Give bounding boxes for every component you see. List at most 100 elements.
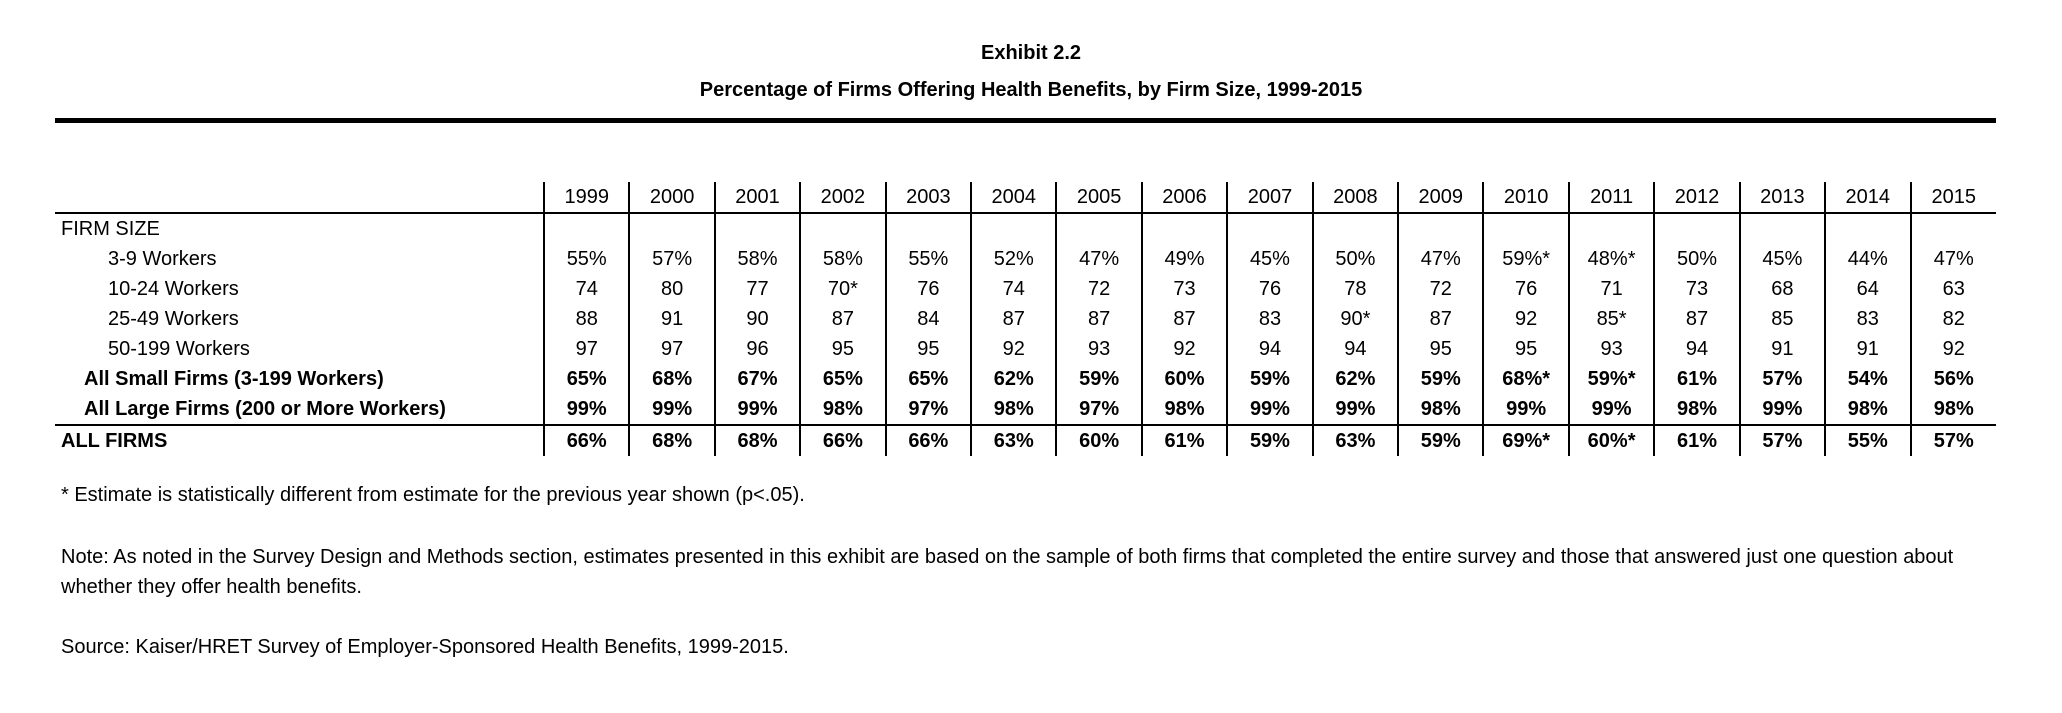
table-cell: 87 <box>1055 304 1142 334</box>
significance-footnote: * Estimate is statistically different fr… <box>61 484 805 506</box>
table-cell: 57% <box>1909 425 1996 456</box>
table-cell: 99% <box>628 394 715 426</box>
table-cell: 97% <box>1055 394 1142 426</box>
table-cell: 60%* <box>1567 425 1655 456</box>
table-cell: 76 <box>884 274 972 304</box>
table-cell: 58% <box>799 244 886 274</box>
table-cell: 55% <box>1824 425 1911 456</box>
year-header-2008: 2008 <box>1311 182 1399 214</box>
year-header-2009: 2009 <box>1397 182 1484 214</box>
table-cell: 73 <box>1140 274 1228 304</box>
table-cell: 94 <box>1311 334 1399 364</box>
table-cell: 50% <box>1311 244 1399 274</box>
table-cell: 98% <box>1140 394 1228 426</box>
row-label: All Small Firms (3-199 Workers) <box>84 368 384 390</box>
table-cell: 97% <box>884 394 972 426</box>
table-cell: 95 <box>799 334 886 364</box>
table-cell: 95 <box>1482 334 1569 364</box>
table-cell: 92 <box>1140 334 1228 364</box>
table-cell: 72 <box>1055 274 1142 304</box>
table-cell: 59% <box>1226 364 1313 394</box>
table-cell: 52% <box>970 244 1057 274</box>
table-cell: 47% <box>1055 244 1142 274</box>
year-header-2013: 2013 <box>1738 182 1826 214</box>
year-header-2003: 2003 <box>884 182 972 214</box>
table-cell: 99% <box>713 394 801 426</box>
year-header-2002: 2002 <box>799 182 886 214</box>
empty-cell <box>1738 213 1826 244</box>
table-cell: 59% <box>1055 364 1142 394</box>
table-cell: 93 <box>1567 334 1655 364</box>
empty-cell <box>1909 213 1996 244</box>
table-cell: 84 <box>884 304 972 334</box>
header-label-cell <box>55 182 544 214</box>
empty-cell <box>1653 213 1740 244</box>
empty-cell <box>884 213 972 244</box>
table-cell: 99% <box>1738 394 1826 426</box>
table-cell: 68% <box>713 425 801 456</box>
year-header-1999: 1999 <box>542 182 630 214</box>
table-cell: 57% <box>628 244 715 274</box>
table-cell: 78 <box>1311 274 1399 304</box>
year-header-2005: 2005 <box>1055 182 1142 214</box>
table-cell: 87 <box>799 304 886 334</box>
table-cell: 64 <box>1824 274 1911 304</box>
table-row: 50-199 Workers 97 97 96 95 95 92 93 92 94 94 95 95 93… <box>55 334 1996 364</box>
table-cell: 68% <box>628 425 715 456</box>
table-cell: 90* <box>1311 304 1399 334</box>
row-label: 50-199 Workers <box>108 338 250 360</box>
table-cell: 85 <box>1738 304 1826 334</box>
table-cell: 97 <box>542 334 630 364</box>
table-cell: 63 <box>1909 274 1996 304</box>
table-cell: 55% <box>884 244 972 274</box>
table-cell: 85* <box>1567 304 1655 334</box>
row-label: 25-49 Workers <box>108 308 239 330</box>
empty-cell <box>1824 213 1911 244</box>
table-cell: 88 <box>542 304 630 334</box>
benefits-table: 1999 2000 2001 2002 2003 2004 2005 2006 2007 2008… <box>55 182 1996 456</box>
table-cell: 73 <box>1653 274 1740 304</box>
empty-cell <box>628 213 715 244</box>
table-cell: 72 <box>1397 274 1484 304</box>
year-header-2014: 2014 <box>1824 182 1911 214</box>
table-cell: 48%* <box>1567 244 1655 274</box>
year-header-2012: 2012 <box>1653 182 1740 214</box>
table-cell: 47% <box>1397 244 1484 274</box>
year-header-2000: 2000 <box>628 182 715 214</box>
table-cell: 92 <box>1909 334 1996 364</box>
table-cell: 58% <box>713 244 801 274</box>
table-cell: 80 <box>628 274 715 304</box>
page-title: Percentage of Firms Offering Health Bene… <box>699 79 1363 101</box>
table-cell: 44% <box>1824 244 1911 274</box>
table-cell: 66% <box>542 425 630 456</box>
empty-cell <box>1055 213 1142 244</box>
row-label: All Large Firms (200 or More Workers) <box>55 394 544 426</box>
table-cell: 67% <box>713 364 801 394</box>
empty-cell <box>1311 213 1399 244</box>
year-header-row: 1999 2000 2001 2002 2003 2004 2005 2006 2007 2008… <box>55 182 1996 214</box>
section-row-firm-size: FIRM SIZE <box>55 213 1996 244</box>
table-cell: 76 <box>1482 274 1569 304</box>
table-cell: 87 <box>1140 304 1228 334</box>
table-body: FIRM SIZE 3-9 Workers 55% 57% 58% 58% 55% 52% 47… <box>55 213 1996 456</box>
table-cell: 68%* <box>1482 364 1569 394</box>
empty-cell <box>1397 213 1484 244</box>
table-cell: 83 <box>1824 304 1911 334</box>
table-cell: 91 <box>1824 334 1911 364</box>
table-cell: 54% <box>1824 364 1911 394</box>
year-header-2004: 2004 <box>970 182 1057 214</box>
table-cell: 94 <box>1226 334 1313 364</box>
table-cell: 50% <box>1653 244 1740 274</box>
table-cell: 61% <box>1653 364 1740 394</box>
table-cell: 59%* <box>1482 244 1569 274</box>
section-label: FIRM SIZE <box>61 218 160 240</box>
source-note: Source: Kaiser/HRET Survey of Employer-S… <box>61 636 789 658</box>
table-cell: 99% <box>1226 394 1313 426</box>
table-cell: 68% <box>628 364 715 394</box>
table-cell: 94 <box>1653 334 1740 364</box>
table-cell: 98% <box>799 394 886 426</box>
table-cell: 87 <box>970 304 1057 334</box>
title-rule <box>55 118 1996 123</box>
table-cell: 95 <box>884 334 972 364</box>
table-cell: 68 <box>1738 274 1826 304</box>
